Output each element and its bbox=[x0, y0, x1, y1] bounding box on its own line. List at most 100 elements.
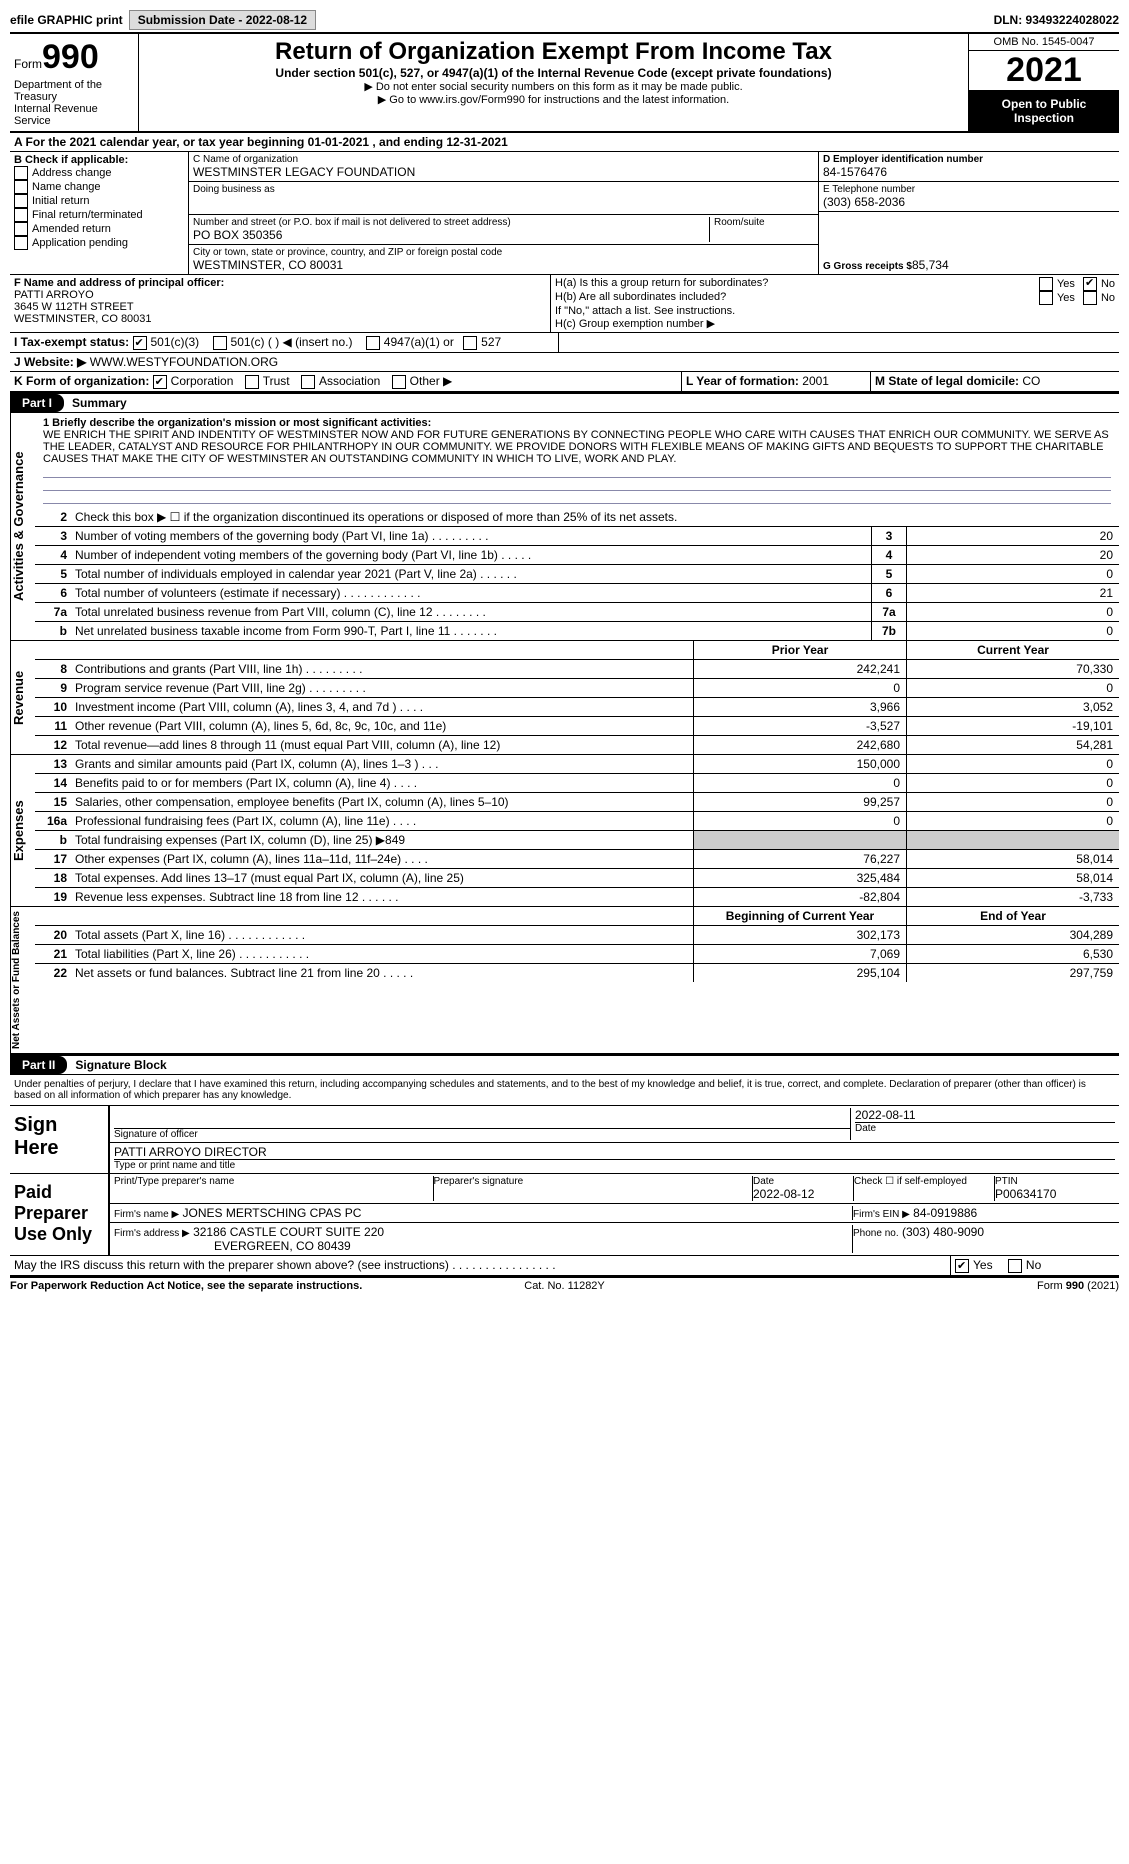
ha-no[interactable]: No bbox=[1083, 277, 1115, 291]
footer-left: For Paperwork Reduction Act Notice, see … bbox=[10, 1280, 380, 1292]
hc-label: H(c) Group exemption number ▶ bbox=[555, 317, 1115, 330]
ein-label: D Employer identification number bbox=[823, 154, 1115, 165]
summary-line: 4Number of independent voting members of… bbox=[35, 546, 1119, 565]
table-row: 18Total expenses. Add lines 13–17 (must … bbox=[35, 869, 1119, 888]
hb-yes[interactable]: Yes bbox=[1039, 291, 1075, 305]
summary-line: 6Total number of volunteers (estimate if… bbox=[35, 584, 1119, 603]
header-note-2: ▶ Go to www.irs.gov/Form990 for instruct… bbox=[143, 93, 964, 106]
discuss-yes[interactable]: Yes bbox=[955, 1258, 993, 1272]
prep-date-hdr: Date bbox=[753, 1176, 853, 1187]
table-row: 21Total liabilities (Part X, line 26) . … bbox=[35, 945, 1119, 964]
i-501c[interactable]: 501(c) ( ) ◀ (insert no.) bbox=[213, 335, 353, 349]
footer-right: Form 990 (2021) bbox=[749, 1280, 1119, 1292]
line-a: A For the 2021 calendar year, or tax yea… bbox=[10, 133, 1119, 152]
revenue-header: Prior Year Current Year bbox=[35, 641, 1119, 660]
table-row: 17Other expenses (Part IX, column (A), l… bbox=[35, 850, 1119, 869]
hb-no[interactable]: No bbox=[1083, 291, 1115, 305]
table-row: 10Investment income (Part VIII, column (… bbox=[35, 698, 1119, 717]
firm-phone: (303) 480-9090 bbox=[902, 1225, 984, 1239]
section-deg: D Employer identification number 84-1576… bbox=[818, 152, 1119, 274]
summary-line: 5Total number of individuals employed in… bbox=[35, 565, 1119, 584]
l-label: L Year of formation: bbox=[686, 374, 799, 388]
sign-here: Sign Here Signature of officer 2022-08-1… bbox=[10, 1106, 1119, 1174]
section-j: J Website: ▶ WWW.WESTYFOUNDATION.ORG bbox=[10, 353, 1119, 372]
form-subtitle: Under section 501(c), 527, or 4947(a)(1)… bbox=[143, 66, 964, 80]
k-corp[interactable]: Corporation bbox=[153, 374, 234, 388]
discuss-no[interactable]: No bbox=[1008, 1258, 1041, 1272]
gross-label: G Gross receipts $ bbox=[823, 261, 912, 272]
part1-title: Summary bbox=[64, 396, 127, 410]
prep-name-hdr: Print/Type preparer's name bbox=[114, 1176, 433, 1187]
mission-label: 1 Briefly describe the organization's mi… bbox=[43, 417, 1111, 429]
section-c: C Name of organization WESTMINSTER LEGAC… bbox=[189, 152, 818, 274]
street-label: Number and street (or P.O. box if mail i… bbox=[193, 217, 709, 228]
discuss-row: May the IRS discuss this return with the… bbox=[10, 1255, 1119, 1276]
firm-ein-label: Firm's EIN ▶ bbox=[853, 1209, 910, 1220]
chk-final-return[interactable]: Final return/terminated bbox=[14, 208, 184, 222]
entity-info: B Check if applicable: Address change Na… bbox=[10, 152, 1119, 275]
omb-number: OMB No. 1545-0047 bbox=[969, 34, 1119, 51]
room-label: Room/suite bbox=[714, 217, 814, 228]
b-header: B Check if applicable: bbox=[14, 154, 184, 166]
begin-year-hdr: Beginning of Current Year bbox=[693, 907, 906, 925]
sig-officer-label: Signature of officer bbox=[114, 1128, 850, 1140]
chk-application-pending[interactable]: Application pending bbox=[14, 236, 184, 250]
k-trust[interactable]: Trust bbox=[245, 374, 290, 388]
form-number: Form990 bbox=[14, 38, 134, 77]
form-title: Return of Organization Exempt From Incom… bbox=[143, 38, 964, 66]
k-label: K Form of organization: bbox=[14, 374, 149, 388]
form-word: Form bbox=[14, 57, 42, 71]
hb-label: H(b) Are all subordinates included? bbox=[555, 291, 1039, 305]
ha-label: H(a) Is this a group return for subordin… bbox=[555, 277, 1039, 291]
firm-addr2: EVERGREEN, CO 80439 bbox=[114, 1239, 852, 1253]
i-501c3[interactable]: 501(c)(3) bbox=[133, 335, 200, 349]
form-num: 990 bbox=[42, 38, 99, 76]
summary-line: 7aTotal unrelated business revenue from … bbox=[35, 603, 1119, 622]
i-527[interactable]: 527 bbox=[463, 335, 501, 349]
section-i: I Tax-exempt status: 501(c)(3) 501(c) ( … bbox=[10, 333, 1119, 353]
section-h: H(a) Is this a group return for subordin… bbox=[551, 275, 1119, 332]
prep-self-hdr[interactable]: Check ☐ if self-employed bbox=[854, 1176, 994, 1187]
ptin-value: P00634170 bbox=[995, 1187, 1115, 1201]
chk-address-change[interactable]: Address change bbox=[14, 166, 184, 180]
street-value: PO BOX 350356 bbox=[193, 228, 709, 242]
end-year-hdr: End of Year bbox=[906, 907, 1119, 925]
table-row: 15Salaries, other compensation, employee… bbox=[35, 793, 1119, 812]
table-row: 9Program service revenue (Part VIII, lin… bbox=[35, 679, 1119, 698]
i-4947[interactable]: 4947(a)(1) or bbox=[366, 335, 454, 349]
part2-title: Signature Block bbox=[67, 1058, 166, 1072]
k-other[interactable]: Other ▶ bbox=[392, 374, 453, 388]
officer-addr1: 3645 W 112TH STREET bbox=[14, 301, 546, 313]
submission-date-button[interactable]: Submission Date - 2022-08-12 bbox=[129, 10, 316, 30]
firm-addr-label: Firm's address ▶ bbox=[114, 1228, 190, 1239]
summary-line: 2Check this box ▶ ☐ if the organization … bbox=[35, 508, 1119, 527]
discuss-text: May the IRS discuss this return with the… bbox=[10, 1256, 951, 1275]
section-b: B Check if applicable: Address change Na… bbox=[10, 152, 189, 274]
table-row: 8Contributions and grants (Part VIII, li… bbox=[35, 660, 1119, 679]
chk-name-change[interactable]: Name change bbox=[14, 180, 184, 194]
chk-amended-return[interactable]: Amended return bbox=[14, 222, 184, 236]
table-row: bTotal fundraising expenses (Part IX, co… bbox=[35, 831, 1119, 850]
paid-preparer: Paid Preparer Use Only Print/Type prepar… bbox=[10, 1174, 1119, 1255]
officer-name: PATTI ARROYO bbox=[14, 289, 546, 301]
firm-label: Firm's name ▶ bbox=[114, 1209, 179, 1220]
ha-yes[interactable]: Yes bbox=[1039, 277, 1075, 291]
sign-label: Sign Here bbox=[10, 1106, 108, 1173]
open-inspection: Open to Public Inspection bbox=[969, 91, 1119, 131]
penalties-text: Under penalties of perjury, I declare th… bbox=[10, 1075, 1119, 1106]
vert-na: Net Assets or Fund Balances bbox=[10, 907, 35, 1053]
city-value: WESTMINSTER, CO 80031 bbox=[193, 258, 814, 272]
dept-label: Department of the Treasury Internal Reve… bbox=[14, 79, 134, 127]
table-row: 13Grants and similar amounts paid (Part … bbox=[35, 755, 1119, 774]
k-assoc[interactable]: Association bbox=[301, 374, 380, 388]
part2-header: Part II Signature Block bbox=[10, 1054, 1119, 1075]
summary-line: 3Number of voting members of the governi… bbox=[35, 527, 1119, 546]
efile-label: efile GRAPHIC print bbox=[10, 13, 123, 27]
section-f: F Name and address of principal officer:… bbox=[10, 275, 551, 332]
chk-initial-return[interactable]: Initial return bbox=[14, 194, 184, 208]
dln-label: DLN: 93493224028022 bbox=[994, 13, 1119, 27]
table-row: 12Total revenue—add lines 8 through 11 (… bbox=[35, 736, 1119, 754]
org-name: WESTMINSTER LEGACY FOUNDATION bbox=[193, 165, 814, 179]
sig-name-label: Type or print name and title bbox=[114, 1159, 1115, 1171]
section-klm: K Form of organization: Corporation Trus… bbox=[10, 372, 1119, 392]
